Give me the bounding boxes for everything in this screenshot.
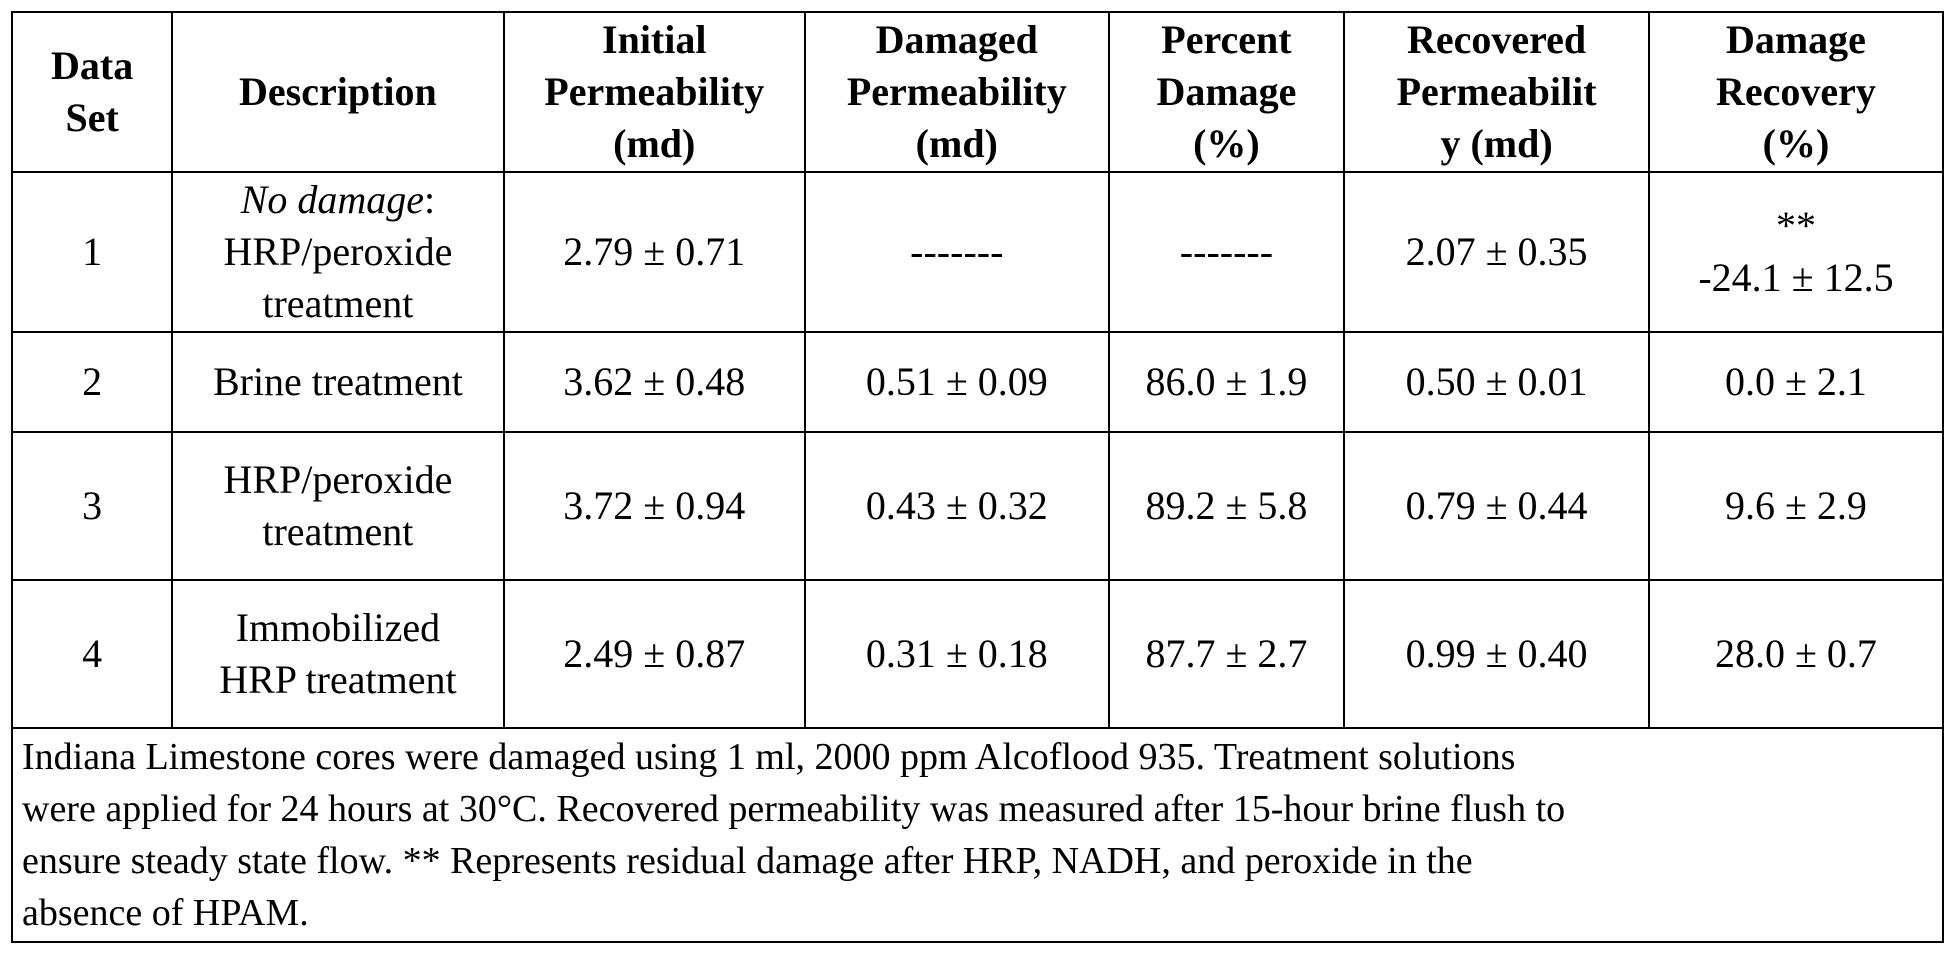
permeability-table: Data Set Description Initial Permeabilit… bbox=[11, 11, 1944, 943]
header-data-set: Data Set bbox=[12, 12, 172, 172]
header-damaged-permeability: Damaged Permeability (md) bbox=[805, 12, 1109, 172]
cell-percent-damage: ------- bbox=[1109, 172, 1345, 332]
cell-damaged-permeability: 0.43 ± 0.32 bbox=[805, 432, 1109, 580]
cell-damage-recovery: 9.6 ± 2.9 bbox=[1649, 432, 1943, 580]
table-row: 4 Immobilized HRP treatment 2.49 ± 0.87 … bbox=[12, 580, 1943, 728]
cell-damaged-permeability: ------- bbox=[805, 172, 1109, 332]
no-damage-label: No damage bbox=[241, 177, 424, 222]
cell-description: Immobilized HRP treatment bbox=[172, 580, 503, 728]
cell-recovered-permeability: 0.99 ± 0.40 bbox=[1344, 580, 1649, 728]
cell-initial-permeability: 3.72 ± 0.94 bbox=[504, 432, 805, 580]
cell-damage-recovery: 0.0 ± 2.1 bbox=[1649, 332, 1943, 432]
cell-data-set: 1 bbox=[12, 172, 172, 332]
cell-description: HRP/peroxide treatment bbox=[172, 432, 503, 580]
cell-damage-recovery: 28.0 ± 0.7 bbox=[1649, 580, 1943, 728]
header-recovered-permeability: Recovered Permeabilit y (md) bbox=[1344, 12, 1649, 172]
cell-data-set: 4 bbox=[12, 580, 172, 728]
table-row: 3 HRP/peroxide treatment 3.72 ± 0.94 0.4… bbox=[12, 432, 1943, 580]
table-row: 2 Brine treatment 3.62 ± 0.48 0.51 ± 0.0… bbox=[12, 332, 1943, 432]
cell-damaged-permeability: 0.51 ± 0.09 bbox=[805, 332, 1109, 432]
header-percent-damage: Percent Damage (%) bbox=[1109, 12, 1345, 172]
cell-description: Brine treatment bbox=[172, 332, 503, 432]
cell-description: No damage: HRP/peroxide treatment bbox=[172, 172, 503, 332]
cell-percent-damage: 89.2 ± 5.8 bbox=[1109, 432, 1345, 580]
cell-percent-damage: 86.0 ± 1.9 bbox=[1109, 332, 1345, 432]
cell-initial-permeability: 3.62 ± 0.48 bbox=[504, 332, 805, 432]
cell-recovered-permeability: 0.79 ± 0.44 bbox=[1344, 432, 1649, 580]
cell-recovered-permeability: 2.07 ± 0.35 bbox=[1344, 172, 1649, 332]
cell-data-set: 3 bbox=[12, 432, 172, 580]
cell-damaged-permeability: 0.31 ± 0.18 bbox=[805, 580, 1109, 728]
footnote-marker: ** bbox=[1650, 200, 1942, 252]
table-note-row: Indiana Limestone cores were damaged usi… bbox=[12, 728, 1943, 942]
cell-initial-permeability: 2.49 ± 0.87 bbox=[504, 580, 805, 728]
table-row: 1 No damage: HRP/peroxide treatment 2.79… bbox=[12, 172, 1943, 332]
cell-damage-recovery: ** -24.1 ± 12.5 bbox=[1649, 172, 1943, 332]
table-footnote: Indiana Limestone cores were damaged usi… bbox=[12, 728, 1943, 942]
header-damage-recovery: Damage Recovery (%) bbox=[1649, 12, 1943, 172]
header-description: Description bbox=[172, 12, 503, 172]
header-initial-permeability: Initial Permeability (md) bbox=[504, 12, 805, 172]
cell-recovered-permeability: 0.50 ± 0.01 bbox=[1344, 332, 1649, 432]
header-row: Data Set Description Initial Permeabilit… bbox=[12, 12, 1943, 172]
cell-initial-permeability: 2.79 ± 0.71 bbox=[504, 172, 805, 332]
cell-data-set: 2 bbox=[12, 332, 172, 432]
cell-percent-damage: 87.7 ± 2.7 bbox=[1109, 580, 1345, 728]
